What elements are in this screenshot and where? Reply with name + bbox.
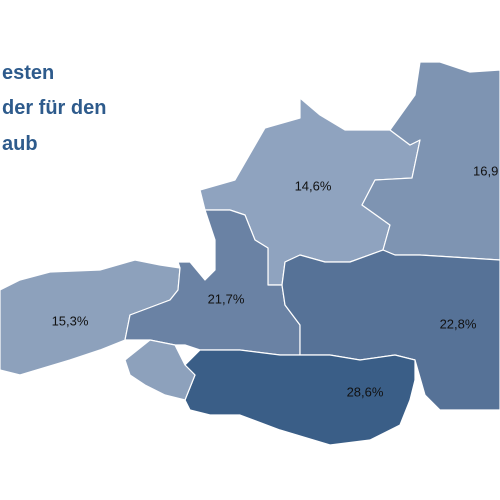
title-line: der für den (2, 97, 106, 119)
region-carinthia (184, 349, 416, 446)
region-label: 22,8% (440, 316, 477, 331)
region-label: 15,3% (52, 313, 89, 328)
region-label: 16,9 (473, 163, 498, 178)
title-line: esten (2, 62, 54, 84)
region-east-tyrol (124, 339, 196, 401)
region-label: 14,6% (295, 178, 332, 193)
region-label: 28,6% (347, 384, 384, 399)
region-label: 21,7% (208, 291, 245, 306)
title-line: aub (2, 133, 38, 155)
